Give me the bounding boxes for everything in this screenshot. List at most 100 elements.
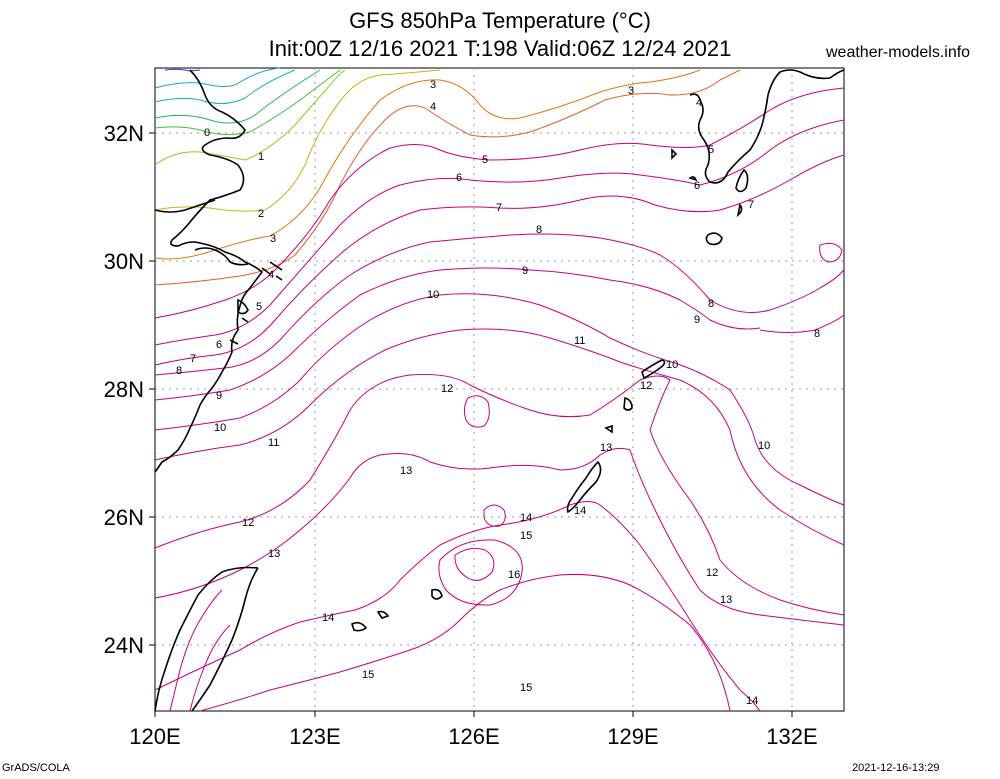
label-9b: 9 <box>216 390 222 402</box>
isotherm-7 <box>154 154 845 366</box>
x-tick-129e: 129E <box>607 724 658 749</box>
label-16: 16 <box>508 569 520 581</box>
isotherm-cyan <box>154 67 281 89</box>
isotherm-14 <box>154 501 761 712</box>
isotherm-6 <box>154 119 845 346</box>
label-14a: 14 <box>520 512 532 524</box>
footer-timestamp: 2021-12-16-13:29 <box>852 762 940 774</box>
taiwan <box>154 566 259 712</box>
label-8d: 8 <box>814 328 820 340</box>
label-12d: 12 <box>706 567 718 579</box>
label-6b: 6 <box>216 339 222 351</box>
x-tick-123e: 123E <box>289 724 340 749</box>
isotherm-0 <box>154 69 341 136</box>
label-7c: 7 <box>748 199 754 211</box>
label-10d: 10 <box>758 440 770 452</box>
label-13a: 13 <box>400 465 412 477</box>
label-4b: 4 <box>268 269 274 281</box>
isotherm-1 <box>154 69 346 166</box>
kyushu-coast <box>689 69 845 184</box>
axis-ticks <box>149 132 793 717</box>
label-4c: 4 <box>696 97 702 109</box>
sakishima-3 <box>376 610 390 619</box>
isotherm-4 <box>154 69 741 286</box>
isotherm-taiwan-warm2 <box>189 624 231 712</box>
y-tick-24n: 24N <box>104 633 144 658</box>
label-13d: 13 <box>720 594 732 606</box>
label-14b: 14 <box>574 505 586 517</box>
isotherm-8 <box>154 233 845 376</box>
label-8c: 8 <box>708 298 714 310</box>
china-coast-north <box>154 199 216 213</box>
isotherm-10 <box>154 293 845 506</box>
label-15b: 15 <box>362 669 374 681</box>
tanegashima <box>735 168 749 193</box>
isotherm-5 <box>154 87 845 319</box>
isotherm-12 <box>154 374 845 616</box>
label-12b: 12 <box>640 380 652 392</box>
isotherm-13 <box>154 447 845 626</box>
sakishima-1 <box>431 588 443 600</box>
label-9a: 9 <box>522 265 528 277</box>
cold-isotherms <box>154 67 741 286</box>
x-tick-120e: 120E <box>129 724 180 749</box>
isotherm-12-loop <box>463 395 490 428</box>
label-11a: 11 <box>574 335 585 347</box>
grid-lines <box>155 68 844 711</box>
label-5a: 5 <box>482 154 488 166</box>
y-tick-28n: 28N <box>104 377 144 402</box>
yakushima <box>705 232 723 246</box>
isotherm-15b <box>438 539 523 606</box>
isotherm-taiwan-warm1 <box>169 589 223 712</box>
label-7a: 7 <box>496 202 502 214</box>
label-8a: 8 <box>536 224 542 236</box>
label-12c: 12 <box>242 517 254 529</box>
label-5c: 5 <box>708 144 714 156</box>
label-9c: 9 <box>694 314 700 326</box>
label-3b: 3 <box>270 233 276 245</box>
label-14d: 14 <box>746 695 758 707</box>
label-12a: 12 <box>441 383 453 395</box>
y-tick-26n: 26N <box>104 505 144 530</box>
label-6c: 6 <box>694 180 700 192</box>
chart-title: GFS 850hPa Temperature (°C) <box>349 8 651 33</box>
label-8b: 8 <box>176 365 182 377</box>
label-11b: 11 <box>268 437 279 449</box>
label-5b: 5 <box>256 301 262 313</box>
label-7b: 7 <box>190 353 196 365</box>
contour-labels: 0 1 2 3 3 3 4 4 4 5 5 5 6 6 6 7 7 7 8 8 … <box>176 79 820 707</box>
label-15a: 15 <box>520 530 532 542</box>
label-10c: 10 <box>666 359 678 371</box>
isotherm-9 <box>154 267 761 401</box>
ryukyu-island-2 <box>623 396 633 411</box>
label-13c: 13 <box>268 548 280 560</box>
label-6a: 6 <box>456 172 462 184</box>
label-4a: 4 <box>430 101 436 113</box>
isotherm-16 <box>454 547 495 581</box>
isotherm-2 <box>154 69 441 212</box>
hangzhou-bay <box>194 247 249 266</box>
isotherm-teal <box>154 69 296 104</box>
label-3c: 3 <box>628 85 634 97</box>
isotherm-14-small <box>483 504 506 527</box>
y-tick-30n: 30N <box>104 249 144 274</box>
label-1: 1 <box>258 151 264 163</box>
site-credit: weather-models.info <box>826 44 971 61</box>
sakishima-2 <box>351 621 368 632</box>
amami-island <box>641 359 666 380</box>
x-tick-126e: 126E <box>448 724 499 749</box>
isotherm-11 <box>154 328 845 546</box>
isotherm-east-loop <box>819 242 843 263</box>
ryukyu-okinawa <box>566 460 602 514</box>
label-15c: 15 <box>520 682 532 694</box>
label-13b: 13 <box>600 442 612 454</box>
island-27n <box>229 298 249 345</box>
isotherm-3 <box>154 69 701 260</box>
ryukyu-small-1 <box>604 424 613 434</box>
warm-isotherms <box>154 87 845 712</box>
zhoushan-islands <box>261 261 283 281</box>
chart-subtitle: Init:00Z 12/16 2021 T:198 Valid:06Z 12/2… <box>268 36 732 61</box>
coastlines <box>154 69 845 712</box>
y-tick-32n: 32N <box>104 121 144 146</box>
